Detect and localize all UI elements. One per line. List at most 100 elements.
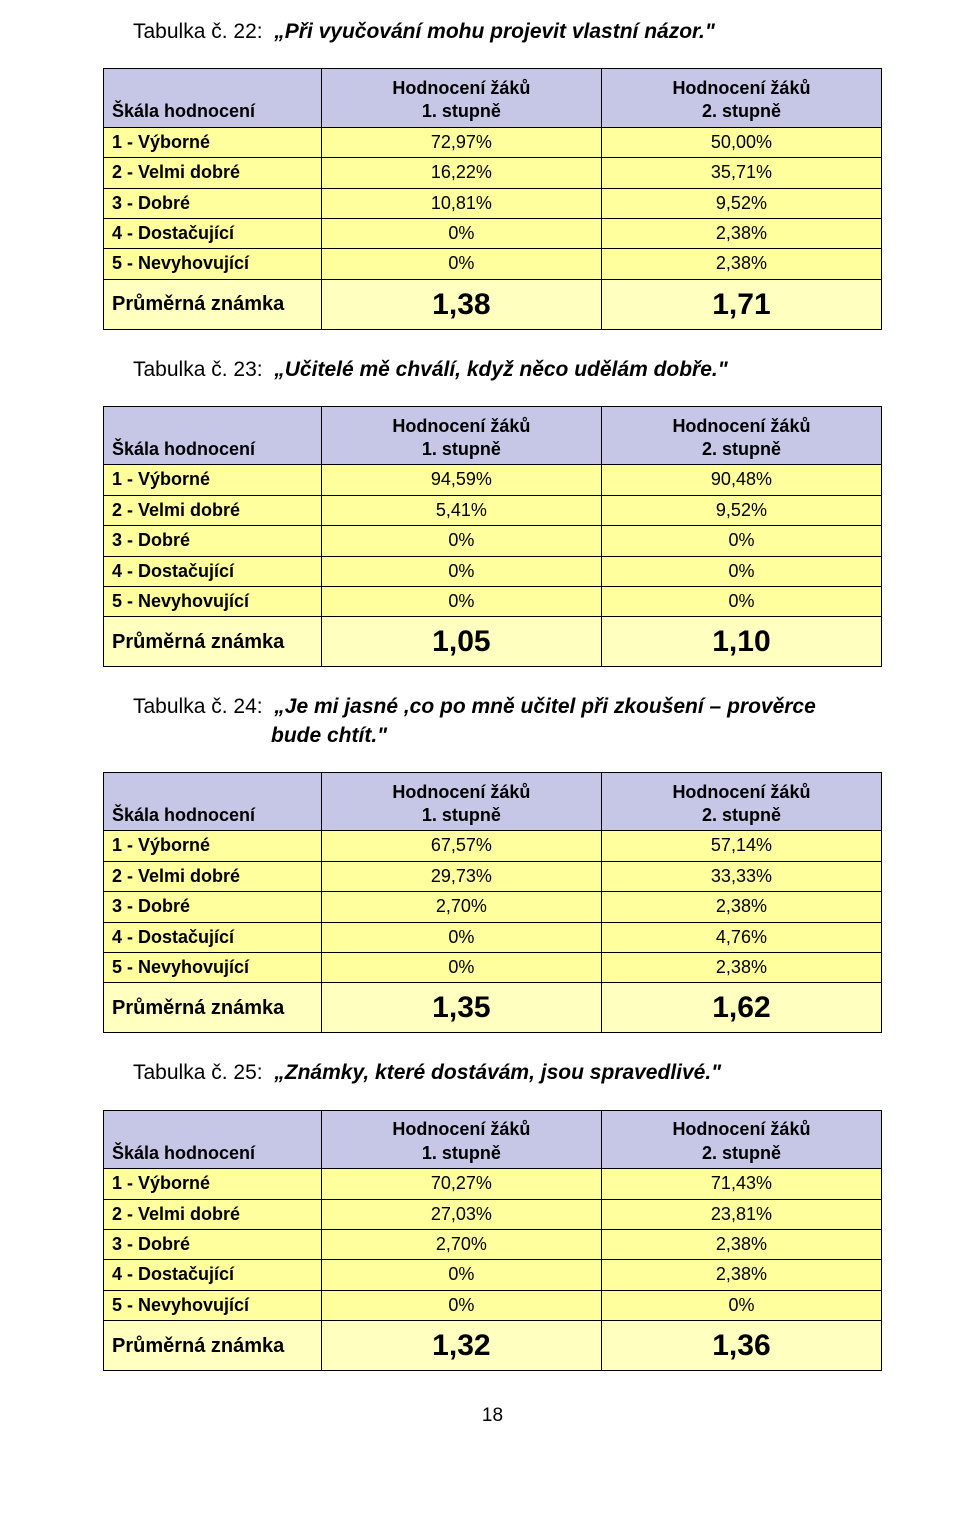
cell: 2,70%: [321, 892, 601, 922]
cell: 0%: [601, 586, 881, 616]
cell: 0%: [321, 953, 601, 983]
cell: 71,43%: [601, 1169, 881, 1199]
header-scale: Škála hodnocení: [104, 69, 322, 127]
header-scale: Škála hodnocení: [104, 1110, 322, 1168]
table-avg-row: Průměrná známka1,381,71: [104, 279, 882, 329]
header-col1-top: Hodnocení žáků: [392, 416, 530, 436]
header-col1-top: Hodnocení žáků: [392, 1119, 530, 1139]
cell: 0%: [321, 586, 601, 616]
table-25: Škála hodnocení Hodnocení žáků1. stupně …: [103, 1110, 882, 1371]
table-row: 4 - Dostačující0%0%: [104, 556, 882, 586]
row-label: 2 - Velmi dobré: [104, 861, 322, 891]
cell: 23,81%: [601, 1199, 881, 1229]
page: Tabulka č. 22: „Při vyučování mohu proje…: [0, 0, 960, 1463]
table-row: 3 - Dobré2,70%2,38%: [104, 892, 882, 922]
header-col2-bot: 2. stupně: [702, 439, 781, 459]
table-row: 3 - Dobré2,70%2,38%: [104, 1229, 882, 1259]
row-label: 1 - Výborné: [104, 465, 322, 495]
table-row: 5 - Nevyhovující0%2,38%: [104, 249, 882, 279]
table-row: 4 - Dostačující0%2,38%: [104, 1260, 882, 1290]
header-scale-text: Škála hodnocení: [112, 1143, 255, 1163]
row-label: 3 - Dobré: [104, 188, 322, 218]
table-row: 5 - Nevyhovující0%2,38%: [104, 953, 882, 983]
cell: 2,38%: [601, 1229, 881, 1259]
header-col1-top: Hodnocení žáků: [392, 782, 530, 802]
cell: 0%: [601, 556, 881, 586]
cell: 67,57%: [321, 831, 601, 861]
caption-23-text: „Učitelé mě chválí, když něco udělám dob…: [274, 358, 727, 381]
row-label: 2 - Velmi dobré: [104, 1199, 322, 1229]
header-col2-top: Hodnocení žáků: [672, 416, 810, 436]
header-col2: Hodnocení žáků2. stupně: [601, 1110, 881, 1168]
cell: 10,81%: [321, 188, 601, 218]
row-label: 3 - Dobré: [104, 1229, 322, 1259]
table-row: 5 - Nevyhovující0%0%: [104, 586, 882, 616]
cell: 94,59%: [321, 465, 601, 495]
table-header-row: Škála hodnocení Hodnocení žáků1. stupně …: [104, 1110, 882, 1168]
cell: 0%: [601, 526, 881, 556]
avg-cell: 1,10: [601, 617, 881, 667]
cell: 2,38%: [601, 1260, 881, 1290]
table-avg-row: Průměrná známka1,051,10: [104, 617, 882, 667]
cell: 0%: [321, 1260, 601, 1290]
header-col2-top: Hodnocení žáků: [672, 78, 810, 98]
cell: 35,71%: [601, 158, 881, 188]
table-23: Škála hodnocení Hodnocení žáků1. stupně …: [103, 406, 882, 667]
avg-label: Průměrná známka: [104, 1321, 322, 1371]
header-col1: Hodnocení žáků 1. stupně: [321, 407, 601, 465]
row-label: 2 - Velmi dobré: [104, 158, 322, 188]
header-col1: Hodnocení žáků1. stupně: [321, 1110, 601, 1168]
header-col2-bot: 2. stupně: [702, 101, 781, 121]
header-col1-bot: 1. stupně: [422, 439, 501, 459]
table-row: 1 - Výborné72,97%50,00%: [104, 127, 882, 157]
header-scale: Škála hodnocení: [104, 407, 322, 465]
header-col1-bot: 1. stupně: [422, 805, 501, 825]
avg-cell: 1,38: [321, 279, 601, 329]
cell: 0%: [321, 922, 601, 952]
cell: 72,97%: [321, 127, 601, 157]
table-row: 4 - Dostačující0%4,76%: [104, 922, 882, 952]
row-label: 1 - Výborné: [104, 1169, 322, 1199]
table-avg-row: Průměrná známka1,321,36: [104, 1321, 882, 1371]
row-label: 4 - Dostačující: [104, 922, 322, 952]
table-row: 2 - Velmi dobré29,73%33,33%: [104, 861, 882, 891]
cell: 27,03%: [321, 1199, 601, 1229]
table-22: Škála hodnocení Hodnocení žáků1. stupně …: [103, 68, 882, 329]
row-label: 5 - Nevyhovující: [104, 953, 322, 983]
caption-25-num: Tabulka č. 25:: [133, 1061, 263, 1084]
avg-cell: 1,62: [601, 983, 881, 1033]
table-row: 3 - Dobré10,81%9,52%: [104, 188, 882, 218]
caption-24: Tabulka č. 24: „Je mi jasné ,co po mně u…: [133, 693, 882, 750]
row-label: 3 - Dobré: [104, 526, 322, 556]
table-header-row: Škála hodnocení Hodnocení žáků1. stupně …: [104, 69, 882, 127]
table-row: 1 - Výborné70,27%71,43%: [104, 1169, 882, 1199]
caption-22-num: Tabulka č. 22:: [133, 20, 263, 43]
header-col2: Hodnocení žáků 2. stupně: [601, 69, 881, 127]
cell: 0%: [321, 249, 601, 279]
avg-cell: 1,05: [321, 617, 601, 667]
caption-24-text: „Je mi jasné ,co po mně učitel při zkouš…: [274, 695, 816, 718]
cell: 29,73%: [321, 861, 601, 891]
caption-24-text-2: bude chtít.": [133, 722, 882, 750]
caption-25: Tabulka č. 25: „Známky, které dostávám, …: [133, 1059, 882, 1087]
table-24: Škála hodnocení Hodnocení žáků1. stupně …: [103, 772, 882, 1033]
header-col2: Hodnocení žáků2. stupně: [601, 773, 881, 831]
cell: 5,41%: [321, 495, 601, 525]
row-label: 4 - Dostačující: [104, 1260, 322, 1290]
row-label: 1 - Výborné: [104, 127, 322, 157]
caption-25-text: „Známky, které dostávám, jsou spravedliv…: [274, 1061, 721, 1084]
header-scale-text: Škála hodnocení: [112, 805, 255, 825]
caption-23: Tabulka č. 23: „Učitelé mě chválí, když …: [133, 356, 882, 384]
header-col1: Hodnocení žáků1. stupně: [321, 69, 601, 127]
table-row: 5 - Nevyhovující0%0%: [104, 1290, 882, 1320]
avg-cell: 1,71: [601, 279, 881, 329]
avg-label: Průměrná známka: [104, 617, 322, 667]
table-header-row: Škála hodnocení Hodnocení žáků1. stupně …: [104, 773, 882, 831]
cell: 0%: [601, 1290, 881, 1320]
caption-22: Tabulka č. 22: „Při vyučování mohu proje…: [133, 18, 882, 46]
cell: 33,33%: [601, 861, 881, 891]
header-col2-top: Hodnocení žáků: [672, 1119, 810, 1139]
row-label: 4 - Dostačující: [104, 218, 322, 248]
cell: 0%: [321, 218, 601, 248]
cell: 4,76%: [601, 922, 881, 952]
